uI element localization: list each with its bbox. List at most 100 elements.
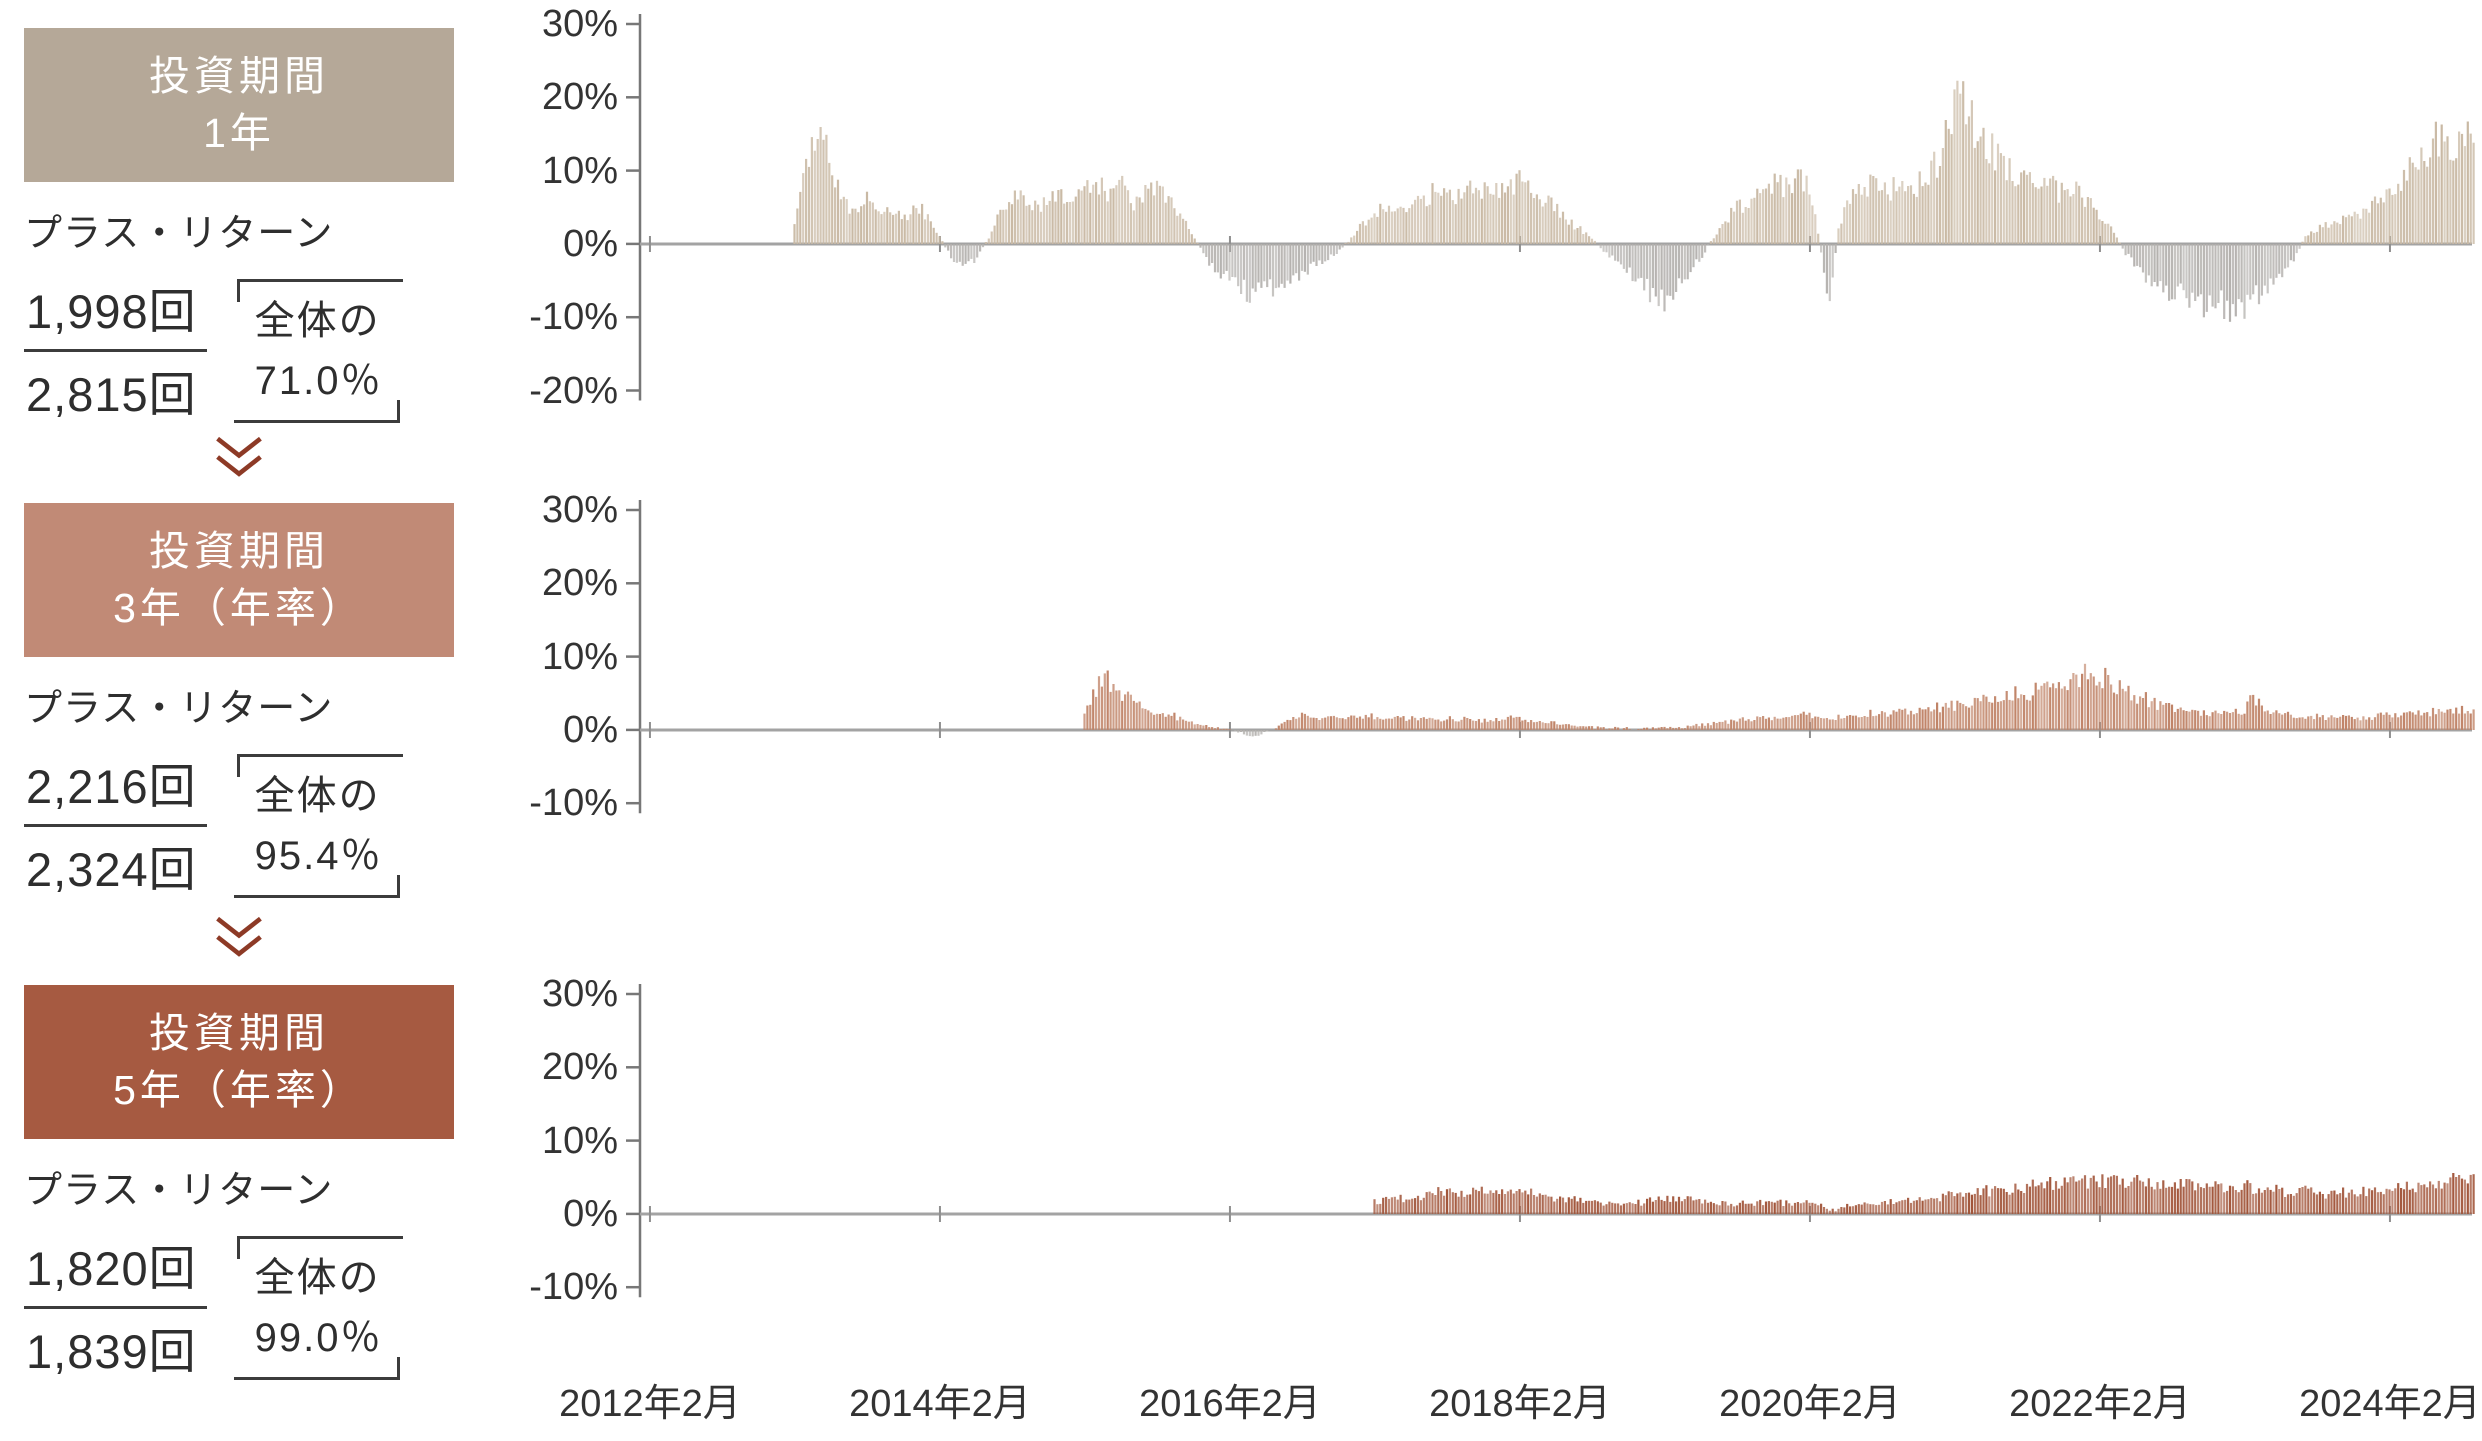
- return-bar: [2182, 1186, 2185, 1214]
- return-bar: [987, 238, 990, 244]
- return-bar: [2214, 1181, 2217, 1214]
- return-bar: [2342, 715, 2345, 730]
- return-bar: [2234, 708, 2237, 730]
- return-bar: [1814, 214, 1817, 244]
- return-bar: [2072, 1176, 2075, 1214]
- return-bar: [1182, 719, 1185, 730]
- return-bar: [1895, 191, 1898, 244]
- return-bar: [938, 236, 941, 244]
- return-bar: [2063, 190, 2066, 244]
- return-bar: [2469, 133, 2472, 244]
- return-bar: [2078, 185, 2081, 244]
- return-bar: [2426, 712, 2429, 730]
- return-bar: [2057, 202, 2060, 244]
- return-bar: [1495, 183, 1498, 244]
- return-bar: [1617, 244, 1620, 262]
- return-bar: [2101, 1174, 2104, 1214]
- return-bar: [1118, 179, 1121, 244]
- return-bar: [1382, 209, 1385, 244]
- return-bar: [2394, 1188, 2397, 1214]
- return-bar: [1912, 193, 1915, 244]
- return-bar: [2020, 694, 2023, 730]
- return-bar: [1976, 1188, 1979, 1214]
- y-axis-tick-label: 0%: [563, 708, 618, 751]
- return-bar: [1132, 210, 1135, 244]
- return-bar: [2075, 1181, 2078, 1214]
- return-bar: [1573, 1196, 1576, 1214]
- return-bar: [1970, 1194, 1973, 1214]
- return-bar: [825, 134, 828, 244]
- return-bar: [1579, 1197, 1582, 1214]
- return-bar: [2156, 709, 2159, 730]
- return-bar: [2417, 1182, 2420, 1214]
- return-bar: [1382, 719, 1385, 730]
- return-bar: [2411, 1188, 2414, 1214]
- return-bar: [1109, 188, 1112, 244]
- return-bar: [1408, 719, 1411, 730]
- return-bar: [1735, 721, 1739, 730]
- return-bar: [1675, 1201, 1678, 1214]
- return-bar: [2281, 1187, 2284, 1214]
- return-bar: [1695, 1199, 1698, 1214]
- return-bar: [1602, 1205, 1605, 1214]
- return-bar: [1654, 728, 1657, 730]
- return-bar: [1709, 241, 1712, 244]
- return-bar: [2313, 719, 2316, 730]
- return-bar: [1999, 153, 2002, 244]
- return-bar: [1257, 730, 1260, 736]
- return-bar: [1599, 1202, 1602, 1214]
- return-bar: [1037, 204, 1040, 244]
- return-bar: [1672, 1196, 1675, 1214]
- return-bar: [1677, 727, 1681, 730]
- return-bar: [2240, 714, 2243, 730]
- return-bar: [2327, 717, 2330, 730]
- return-bar: [2266, 1187, 2269, 1214]
- return-bar: [1312, 717, 1315, 730]
- return-bar: [1791, 715, 1794, 730]
- return-bar: [1773, 173, 1776, 244]
- return-bar: [2101, 688, 2104, 730]
- return-bar: [1393, 716, 1396, 730]
- return-bar: [1788, 1203, 1791, 1214]
- return-bar: [2263, 244, 2266, 286]
- double-chevron-down-icon: [216, 916, 262, 957]
- return-bar: [860, 206, 863, 244]
- positive-count-fraction: 1,820回 1,839回: [24, 1226, 207, 1389]
- return-bar: [1472, 720, 1475, 730]
- return-bar: [2466, 711, 2469, 730]
- return-bar: [1895, 1202, 1898, 1214]
- return-bar: [1356, 230, 1359, 244]
- return-bar: [1959, 93, 1962, 244]
- return-bar: [2353, 1194, 2356, 1214]
- return-bar: [1431, 183, 1434, 244]
- return-bar: [1472, 193, 1475, 244]
- return-bar: [2223, 244, 2226, 319]
- return-bar: [863, 204, 866, 244]
- return-bar: [2371, 1190, 2374, 1214]
- return-bar: [1663, 726, 1666, 730]
- return-bar: [2028, 700, 2031, 730]
- return-bar: [2284, 1197, 2287, 1214]
- return-bar: [1614, 1203, 1617, 1214]
- return-bar: [1799, 713, 1802, 730]
- return-bar: [1791, 1205, 1794, 1214]
- return-bar: [1698, 244, 1701, 262]
- return-bar: [1379, 1203, 1382, 1214]
- positive-count-fraction: 1,998回 2,815回: [24, 269, 207, 432]
- return-bar: [1008, 202, 1011, 244]
- return-bar: [1466, 718, 1469, 730]
- return-bar: [2246, 701, 2249, 730]
- return-bar: [2002, 700, 2005, 730]
- return-bar: [2388, 188, 2391, 244]
- y-axis-tick-label: 20%: [541, 1046, 618, 1089]
- x-axis-tick-label: 2018年2月: [1429, 1383, 1611, 1425]
- return-bar: [2020, 172, 2023, 244]
- return-bar: [1541, 1194, 1544, 1214]
- return-bar: [2005, 180, 2008, 244]
- return-bar: [2269, 1189, 2272, 1214]
- return-bar: [1646, 727, 1649, 730]
- return-bar: [1851, 715, 1855, 730]
- return-bar: [1524, 719, 1527, 730]
- return-bar: [2440, 711, 2443, 730]
- return-bar: [2040, 685, 2043, 730]
